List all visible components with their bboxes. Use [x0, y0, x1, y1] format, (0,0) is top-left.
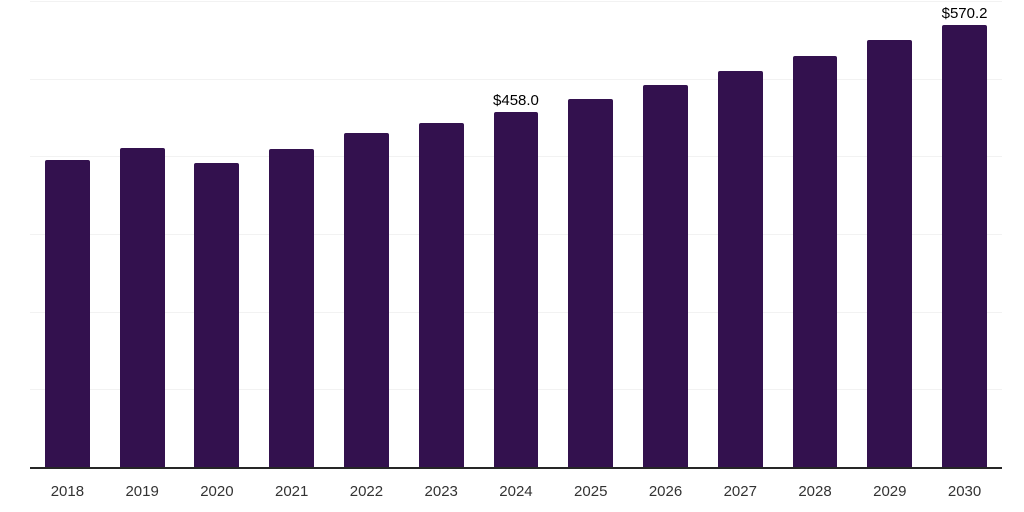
bar-slot-2025 — [553, 2, 628, 468]
bar-2026 — [643, 85, 688, 468]
x-tick-2024: 2024 — [499, 483, 533, 500]
bar-slot-2023 — [404, 2, 479, 468]
x-tick-2019: 2019 — [125, 483, 159, 500]
bar-slot-2021 — [254, 2, 329, 468]
bar-2019 — [119, 148, 165, 468]
data-label-2024: $458.0 — [493, 92, 539, 110]
bar-slot-2019 — [105, 2, 180, 468]
bar-slot-2026 — [628, 2, 703, 468]
bar-slot-2030: $570.2 — [927, 2, 1002, 468]
bar-slot-2027 — [703, 2, 778, 468]
bar-slot-2028 — [778, 2, 853, 468]
bar-slot-2024: $458.0 — [479, 2, 554, 468]
x-tick-2027: 2027 — [723, 483, 757, 500]
x-tick-2020: 2020 — [200, 483, 234, 500]
x-tick-2030: 2030 — [947, 483, 982, 500]
bar-2030: $570.2 — [942, 5, 988, 468]
x-axis: 2018 2019 2020 2021 2022 2023 2024 2025 2026 2027… — [30, 481, 1002, 503]
gridline-600 — [30, 1, 1002, 2]
bar-slot-2018 — [30, 2, 105, 468]
x-tick-2025: 2025 — [574, 483, 608, 500]
x-tick-2026: 2026 — [648, 483, 683, 500]
bar-slot-2029 — [852, 2, 927, 468]
bar-2023 — [418, 123, 464, 468]
plot-area: $458.0 $570.2 — [30, 1, 1002, 469]
x-tick-2018: 2018 — [50, 483, 85, 500]
x-tick-2021: 2021 — [274, 483, 309, 500]
x-tick-2029: 2029 — [873, 483, 907, 500]
x-tick-2028: 2028 — [798, 483, 832, 500]
bar-2024: $458.0 — [493, 92, 539, 468]
x-tick-2023: 2023 — [424, 483, 458, 500]
bar-slot-2020 — [180, 2, 255, 468]
x-axis-line — [30, 467, 1002, 469]
bar-slot-2022 — [329, 2, 404, 468]
gridline-500 — [30, 78, 1002, 80]
bar-2022 — [344, 133, 389, 468]
x-tick-2022: 2022 — [349, 483, 384, 500]
bar-2021 — [269, 149, 315, 468]
bar-2028 — [792, 56, 838, 468]
bar-2020 — [194, 163, 240, 468]
bar-2025 — [568, 99, 614, 468]
bar-2029 — [867, 40, 913, 468]
data-label-2030: $570.2 — [941, 5, 988, 23]
bar-2027 — [717, 71, 763, 468]
bar-2018 — [44, 159, 90, 468]
